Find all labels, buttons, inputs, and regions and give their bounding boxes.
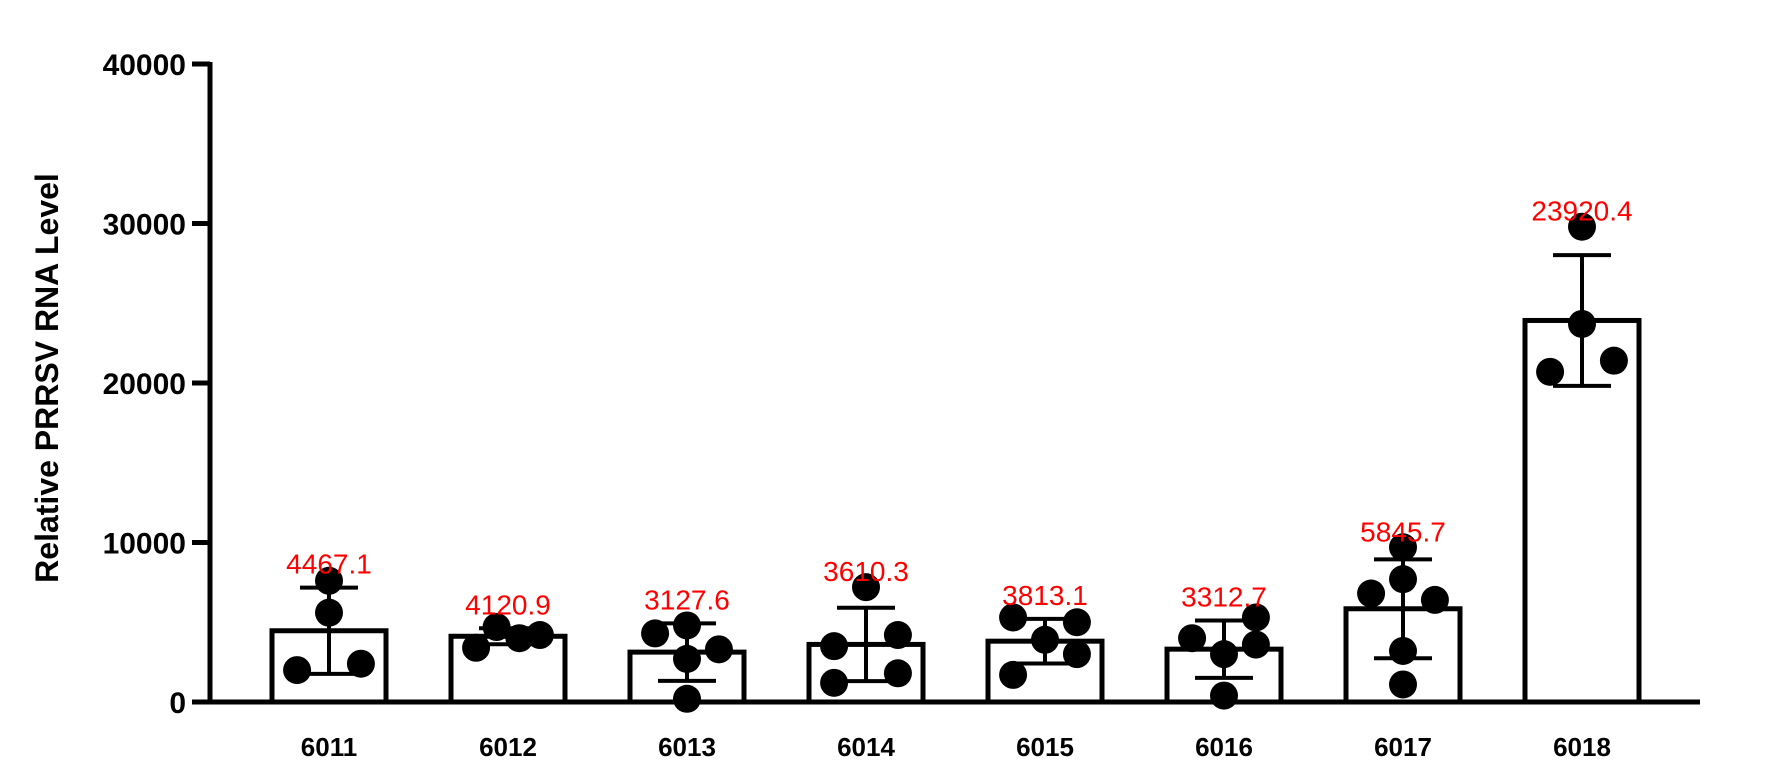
x-tick-label-6016: 6016 xyxy=(1195,732,1253,762)
y-axis-label: Relative PRRSV RNA Level xyxy=(29,173,65,583)
x-tick-label-6013: 6013 xyxy=(658,732,716,762)
data-point-6017-4 xyxy=(1420,585,1449,614)
data-point-6018-3 xyxy=(1536,357,1565,386)
data-point-6018-4 xyxy=(1599,346,1628,375)
data-point-6017-2 xyxy=(1389,533,1417,562)
data-point-6014-2 xyxy=(820,668,849,697)
data-point-6013-5 xyxy=(673,684,701,713)
value-labels-layer: 4467.1 4120.9 3127.6 3610.3 3813.1 3312.7 5845… xyxy=(286,196,1632,621)
value-label-6015: 3813.1 xyxy=(1002,580,1088,611)
data-point-6017-3 xyxy=(1389,565,1417,594)
x-tick-label-6012: 6012 xyxy=(479,732,537,762)
data-point-6015-2 xyxy=(1031,625,1059,654)
y-tick-label-0: 0 xyxy=(169,687,186,720)
data-point-6011-3 xyxy=(346,649,375,678)
data-point-6016-5 xyxy=(1210,681,1238,710)
value-label-6011: 4467.1 xyxy=(286,549,372,580)
data-point-6016-2 xyxy=(1210,640,1238,669)
y-tick-label-10000: 10000 xyxy=(103,528,186,561)
data-point-6014-3 xyxy=(852,573,880,602)
points-layer xyxy=(283,212,1628,713)
axes-layer: 6011 6012 6013 6014 6015 6016 6017 6018 0 10000 20… xyxy=(103,49,1700,762)
data-point-6012-2 xyxy=(482,613,511,642)
data-point-6018-2 xyxy=(1568,309,1596,338)
value-label-6013: 3127.6 xyxy=(644,584,730,615)
x-tick-label-6015: 6015 xyxy=(1016,732,1074,762)
data-point-6017-1 xyxy=(1357,579,1386,608)
data-point-6013-1 xyxy=(641,619,670,648)
data-point-6013-4 xyxy=(704,635,733,664)
data-point-6015-4 xyxy=(1062,640,1091,669)
data-point-6015-5 xyxy=(999,660,1028,689)
x-tick-label-6011: 6011 xyxy=(301,732,357,762)
data-point-6017-6 xyxy=(1389,670,1417,699)
x-tick-label-6018: 6018 xyxy=(1553,732,1611,762)
data-point-6012-4 xyxy=(525,621,554,650)
data-point-6018-1 xyxy=(1568,212,1596,241)
data-point-6017-5 xyxy=(1389,636,1417,665)
value-label-6014: 3610.3 xyxy=(823,556,909,587)
data-point-6015-1 xyxy=(999,603,1028,632)
data-point-6011-4 xyxy=(315,566,343,595)
value-label-6017: 5845.7 xyxy=(1360,516,1446,547)
y-tick-label-40000: 40000 xyxy=(103,49,186,82)
data-point-6012-1 xyxy=(462,633,491,662)
y-tick-label-20000: 20000 xyxy=(103,368,186,401)
data-point-6013-2 xyxy=(673,611,701,640)
data-point-6014-1 xyxy=(820,632,849,661)
data-point-6013-3 xyxy=(673,644,701,673)
data-point-6014-4 xyxy=(883,621,912,650)
data-point-6014-5 xyxy=(883,659,912,688)
data-point-6015-3 xyxy=(1062,608,1091,637)
data-point-6011-2 xyxy=(315,598,343,627)
data-point-6016-1 xyxy=(1178,624,1207,653)
value-label-6016: 3312.7 xyxy=(1181,581,1267,612)
data-point-6011-1 xyxy=(283,656,312,685)
y-tick-label-30000: 30000 xyxy=(103,209,186,242)
value-label-6018: 23920.4 xyxy=(1531,196,1632,227)
x-tick-label-6017: 6017 xyxy=(1374,732,1432,762)
data-point-6012-3 xyxy=(505,624,534,653)
x-tick-label-6014: 6014 xyxy=(837,732,895,762)
value-label-6012: 4120.9 xyxy=(465,589,551,620)
data-point-6016-3 xyxy=(1241,603,1270,632)
data-point-6016-4 xyxy=(1241,630,1270,659)
